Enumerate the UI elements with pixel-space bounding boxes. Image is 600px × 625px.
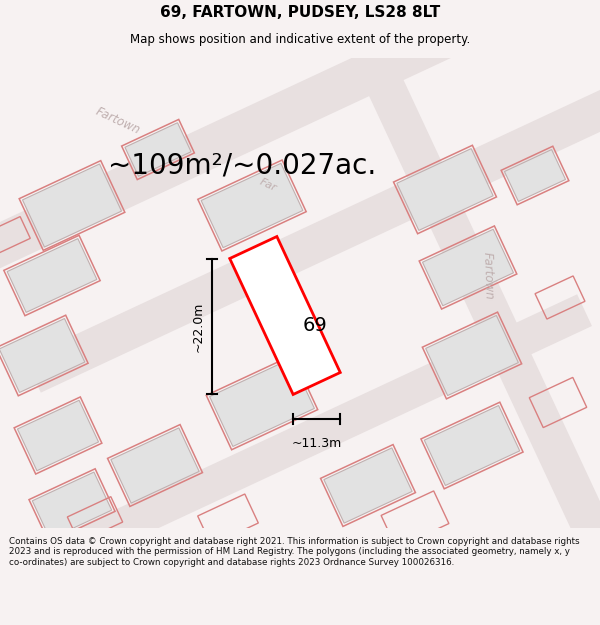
Polygon shape [326,0,600,548]
Text: ~22.0m: ~22.0m [191,301,204,352]
Polygon shape [0,0,510,292]
Polygon shape [111,428,199,503]
Text: Fartown: Fartown [481,251,496,299]
Polygon shape [125,122,191,176]
Polygon shape [32,472,112,539]
Text: Map shows position and indicative extent of the property.: Map shows position and indicative extent… [130,33,470,46]
Polygon shape [201,163,303,248]
Text: Far: Far [258,177,278,194]
Polygon shape [209,359,314,446]
Polygon shape [25,62,600,392]
Text: ~109m²/~0.027ac.: ~109m²/~0.027ac. [108,151,376,179]
Text: Fartown: Fartown [94,104,142,136]
Polygon shape [17,400,98,471]
Polygon shape [505,149,566,201]
Polygon shape [424,406,520,486]
Polygon shape [230,236,340,394]
Polygon shape [397,149,493,231]
Text: Contains OS data © Crown copyright and database right 2021. This information is : Contains OS data © Crown copyright and d… [9,537,580,567]
Polygon shape [22,164,122,247]
Polygon shape [324,448,412,523]
Text: 69: 69 [302,316,328,335]
Text: ~11.3m: ~11.3m [292,438,342,451]
Text: 69, FARTOWN, PUDSEY, LS28 8LT: 69, FARTOWN, PUDSEY, LS28 8LT [160,4,440,19]
Polygon shape [422,229,514,306]
Polygon shape [7,239,97,312]
Polygon shape [425,316,518,396]
Polygon shape [0,319,85,392]
Polygon shape [0,294,592,601]
